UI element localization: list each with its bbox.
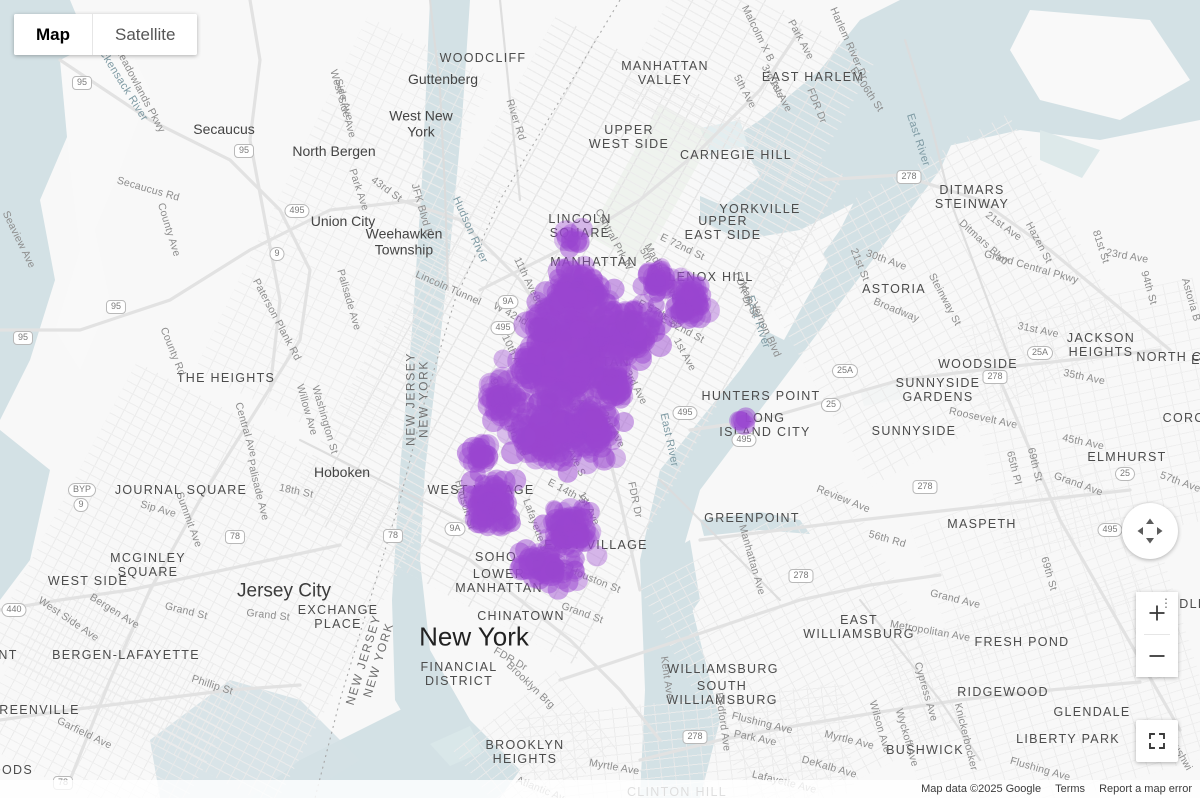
route-shield: BYP [67, 483, 97, 497]
route-shield: 278 [788, 569, 814, 583]
map-type-switcher[interactable]: Map Satellite [14, 14, 198, 55]
map-type-map-button[interactable]: Map [14, 14, 92, 55]
route-shield: 95 [233, 144, 255, 158]
route-shield: 95 [71, 76, 93, 90]
route-shield: 9A [497, 295, 519, 309]
route-shield: 78 [382, 529, 404, 543]
route-shield: 278 [982, 370, 1008, 384]
route-shield: 278 [682, 730, 708, 744]
zoom-controls[interactable] [1136, 592, 1178, 677]
zoom-separator [1144, 634, 1170, 635]
route-shield: 278 [896, 170, 922, 184]
report-map-error-link[interactable]: Report a map error [1099, 783, 1192, 795]
map-attribution-bar: Map data ©2025 Google Terms Report a map… [0, 780, 1200, 798]
attribution-text: Map data ©2025 Google [921, 783, 1042, 795]
zoom-out-button[interactable] [1136, 635, 1178, 677]
zoom-in-button[interactable] [1136, 592, 1178, 634]
map-options-kebab-icon[interactable]: ⋮ [1160, 596, 1172, 610]
fullscreen-button[interactable] [1136, 720, 1178, 762]
route-shield: 278 [912, 480, 938, 494]
route-shield: 95 [12, 331, 34, 345]
route-shield: 495 [1097, 523, 1123, 537]
plus-icon [1149, 605, 1165, 621]
fullscreen-icon [1149, 733, 1165, 749]
pan-control[interactable] [1122, 503, 1178, 559]
pan-arrows-icon [1137, 518, 1163, 544]
route-shield: 495 [731, 433, 757, 447]
route-shield: 495 [284, 204, 310, 218]
route-shield: 440 [1, 603, 27, 617]
route-shield: 25 [1114, 467, 1136, 481]
route-shield: 25 [820, 398, 842, 412]
route-shield: 495 [672, 406, 698, 420]
route-shield: 25A [1026, 346, 1054, 360]
route-shield: 95 [105, 300, 127, 314]
route-shield: 25A [831, 364, 859, 378]
minus-icon [1149, 655, 1165, 657]
terms-link[interactable]: Terms [1055, 783, 1086, 795]
route-shield: 78 [224, 530, 246, 544]
map-type-satellite-button[interactable]: Satellite [92, 14, 198, 55]
route-shield: 495 [490, 321, 516, 335]
route-shield: 9 [269, 247, 285, 261]
route-shield: 9A [444, 522, 466, 536]
route-shield: 9 [73, 498, 89, 512]
